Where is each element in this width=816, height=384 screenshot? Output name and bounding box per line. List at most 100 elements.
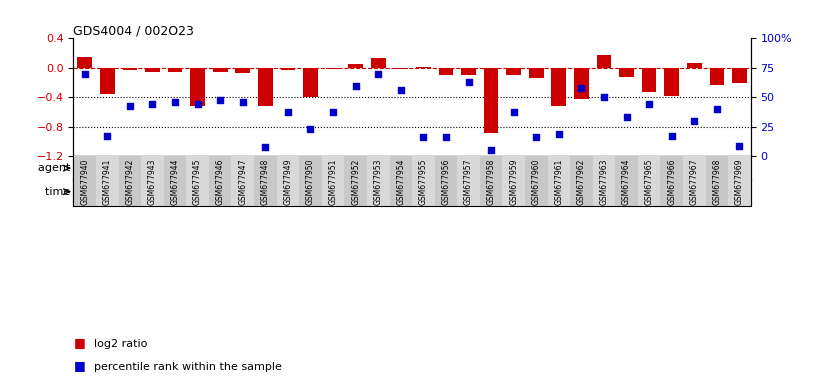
Text: control: control (144, 187, 183, 197)
Text: GSM677948: GSM677948 (261, 159, 270, 205)
Point (191, 101, 204, 108)
Bar (122, 68, 137, 70)
Bar (439, 68, 453, 74)
Text: cyclophosphamide: cyclophosphamide (450, 163, 555, 173)
Point (282, 108, 295, 114)
Text: GSM677951: GSM677951 (329, 159, 338, 205)
Bar (592, 156, 615, 206)
Bar (457, 156, 480, 206)
Point (485, 147, 498, 154)
Bar (706, 156, 728, 206)
Bar (190, 68, 205, 106)
Point (304, 126, 317, 132)
Text: GSM677952: GSM677952 (351, 159, 360, 205)
Point (237, 99, 250, 105)
Text: GSM677945: GSM677945 (193, 159, 202, 205)
Bar (232, 156, 254, 206)
Bar (687, 63, 702, 68)
Bar (73, 180, 254, 204)
Text: GSM677965: GSM677965 (645, 159, 654, 205)
Text: GSM677957: GSM677957 (464, 159, 473, 205)
Text: GSM677942: GSM677942 (126, 159, 135, 205)
Text: GSM677950: GSM677950 (306, 159, 315, 205)
Point (530, 134, 543, 141)
Bar (480, 156, 503, 206)
Bar (503, 156, 525, 206)
Point (508, 108, 521, 114)
Bar (435, 180, 592, 204)
Bar (416, 67, 431, 68)
Bar (548, 156, 570, 206)
Point (259, 144, 272, 150)
Bar (435, 156, 457, 206)
Bar (615, 156, 638, 206)
Text: agent: agent (38, 163, 73, 173)
Text: GSM677940: GSM677940 (80, 159, 89, 205)
Bar (209, 156, 232, 206)
Bar (529, 68, 543, 78)
Bar (168, 68, 182, 72)
Bar (348, 64, 363, 68)
Point (642, 101, 655, 108)
Text: ■: ■ (73, 336, 85, 349)
Bar (660, 156, 683, 206)
Text: 2 days: 2 days (495, 187, 532, 197)
Text: GSM677944: GSM677944 (171, 159, 180, 205)
Bar (281, 68, 295, 70)
Bar (484, 68, 499, 133)
Bar (664, 68, 679, 96)
Text: GDS4004 / 002O23: GDS4004 / 002O23 (73, 24, 194, 37)
Text: GSM677943: GSM677943 (148, 159, 157, 205)
Point (101, 133, 114, 139)
Bar (258, 68, 273, 106)
Bar (596, 55, 611, 68)
Bar (254, 180, 435, 204)
Text: percentile rank within the sample: percentile rank within the sample (94, 362, 282, 372)
Point (394, 87, 407, 93)
Bar (552, 68, 566, 106)
Text: GSM677961: GSM677961 (554, 159, 563, 205)
Point (710, 106, 723, 112)
Point (733, 142, 746, 149)
Bar (642, 68, 656, 92)
Point (78, 71, 91, 77)
Point (597, 94, 610, 101)
Bar (389, 156, 412, 206)
Bar (728, 156, 751, 206)
Text: GSM677956: GSM677956 (441, 159, 450, 205)
Text: GSM677949: GSM677949 (283, 159, 292, 205)
Bar (683, 156, 706, 206)
Bar (507, 68, 521, 75)
Bar (254, 156, 277, 206)
Bar (344, 156, 367, 206)
Bar (164, 156, 186, 206)
Point (439, 134, 452, 141)
Text: GSM677958: GSM677958 (486, 159, 495, 205)
Text: GSM677959: GSM677959 (509, 159, 518, 205)
Bar (367, 156, 389, 206)
Text: GSM677947: GSM677947 (238, 159, 247, 205)
Text: GSM677954: GSM677954 (397, 159, 406, 205)
Bar (96, 156, 118, 206)
Bar (525, 156, 548, 206)
Text: time: time (45, 187, 73, 197)
Bar (277, 156, 299, 206)
Text: GSM677967: GSM677967 (690, 159, 698, 205)
Point (372, 71, 385, 77)
Text: GSM677941: GSM677941 (103, 159, 112, 205)
Point (665, 133, 678, 139)
Point (552, 131, 565, 137)
Bar (592, 180, 751, 204)
Text: GSM677946: GSM677946 (215, 159, 224, 205)
Point (574, 85, 588, 91)
Text: GSM677955: GSM677955 (419, 159, 428, 205)
Point (462, 79, 475, 85)
Bar (371, 58, 385, 68)
Bar (118, 156, 141, 206)
Point (417, 134, 430, 141)
Point (688, 118, 701, 124)
Bar (304, 68, 317, 98)
Bar (574, 68, 588, 99)
Text: GSM677953: GSM677953 (374, 159, 383, 205)
Text: GSM677960: GSM677960 (532, 159, 541, 205)
